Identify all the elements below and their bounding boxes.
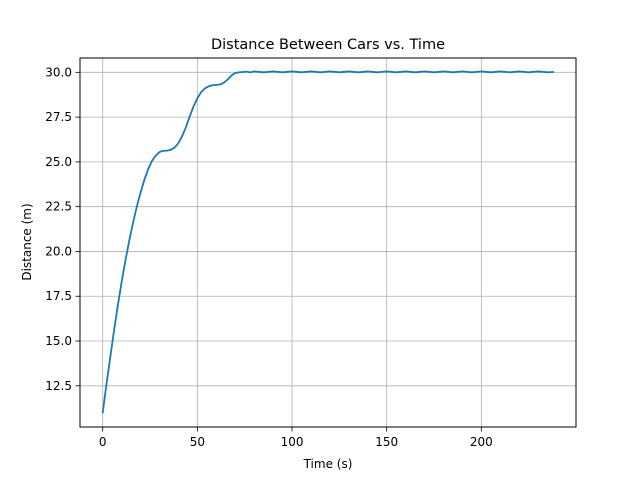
y-tick-label: 15.0 (45, 334, 72, 348)
x-tick-label: 100 (281, 435, 304, 449)
x-axis: 0 50 100 150 200 (99, 427, 493, 449)
y-tick-label: 12.5 (45, 379, 72, 393)
y-tick-label: 17.5 (45, 289, 72, 303)
plot-frame (79, 57, 577, 428)
y-tick-label: 25.0 (45, 155, 72, 169)
x-tick-label: 0 (99, 435, 107, 449)
x-tick-label: 150 (375, 435, 398, 449)
x-axis-label: Time (s) (303, 457, 353, 471)
y-axis: 12.5 15.0 17.5 20.0 22.5 25.0 27.5 30.0 (45, 65, 80, 393)
y-tick-label: 22.5 (45, 200, 72, 214)
x-tick-label: 50 (190, 435, 205, 449)
chart-title: Distance Between Cars vs. Time (211, 37, 445, 53)
series-layer (101, 70, 555, 414)
y-axis-label: Distance (m) (20, 203, 34, 280)
y-tick-label: 20.0 (45, 244, 72, 258)
y-tick-label: 27.5 (45, 110, 72, 124)
x-tick-label: 200 (470, 435, 493, 449)
series-line (101, 70, 555, 414)
y-tick-label: 30.0 (45, 65, 72, 79)
grid (80, 58, 576, 427)
